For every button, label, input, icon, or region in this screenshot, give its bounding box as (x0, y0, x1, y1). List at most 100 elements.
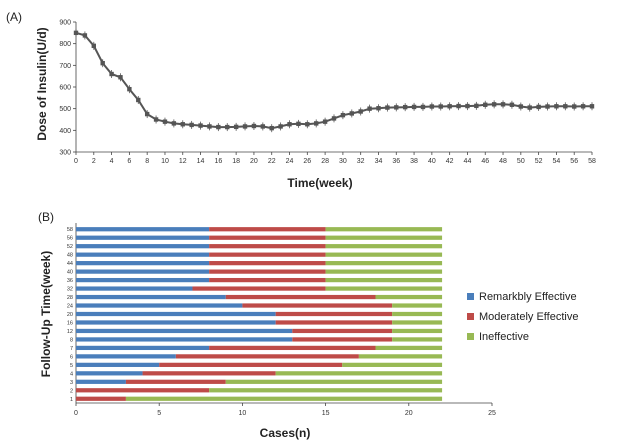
panel-b-bar-segment (358, 354, 443, 359)
panel-b-bar-segment (76, 379, 126, 384)
panel-b-label: (B) (38, 210, 54, 224)
panel-b-y-tick-label: 1 (70, 397, 73, 403)
panel-a-data-point (216, 124, 221, 130)
panel-a-data-point (189, 122, 194, 128)
panel-a-data-point (162, 119, 168, 124)
panel-a-x-tick-label: 56 (570, 158, 578, 165)
panel-a-data-point (73, 30, 79, 36)
panel-b-bar-segment (76, 227, 210, 232)
panel-b-bar-segment (209, 244, 326, 249)
panel-a-data-point (465, 103, 470, 109)
panel-b-legend-swatch (467, 313, 474, 320)
panel-a-x-tick-label: 34 (375, 158, 383, 165)
panel-b-bar-segment (209, 261, 326, 266)
panel-b-bar-segment (76, 371, 143, 376)
panel-a-data-point (100, 60, 105, 66)
panel-a-data-point (314, 121, 319, 126)
panel-a-data-point (136, 97, 141, 103)
panel-b-bar-segment (76, 396, 126, 401)
panel-a-data-point (153, 117, 159, 122)
panel-a-data-point (563, 104, 568, 109)
panel-b-legend: Remarkbly Effective Moderately Effective I… (467, 291, 578, 343)
panel-b-y-tick-label: 12 (67, 329, 73, 335)
panel-b-bar-segment (209, 345, 376, 351)
panel-b-y-tick-label: 32 (67, 287, 73, 293)
panel-a-y-tick-label: 800 (59, 41, 71, 48)
panel-b-bar-segment (76, 388, 210, 393)
panel-b-bar-segment (76, 235, 210, 240)
panel-a-x-tick-label: 20 (250, 158, 258, 165)
panel-b-bar-segment (292, 337, 393, 342)
panel-b-bar-segment (325, 269, 443, 274)
panel-b-bar-segment (242, 303, 393, 308)
panel-b-legend-label: Remarkbly Effective (479, 291, 577, 303)
panel-b-y-tick-label: 44 (67, 261, 73, 267)
panel-a-xlabel: Time(week) (287, 176, 352, 190)
panel-b-bar-segment (125, 396, 443, 401)
panel-a-data-point (198, 123, 203, 128)
panel-a-data-point (376, 106, 381, 111)
panel-a-data-point (180, 122, 185, 127)
panel-a-data-point (429, 104, 435, 109)
panel-a-x-tick-label: 54 (553, 158, 561, 165)
panel-a-data-point (518, 104, 524, 109)
panel-a-data-point (296, 121, 301, 127)
panel-b-legend-swatch (467, 293, 474, 300)
panel-b-y-tick-label: 4 (70, 371, 73, 377)
panel-b-bar-segment (392, 337, 443, 342)
panel-a-x-tick-label: 36 (392, 158, 400, 165)
panel-b-bar-segment (76, 294, 226, 300)
panel-a-x-tick-label: 58 (588, 158, 596, 165)
panel-b-bar-segment (209, 269, 326, 274)
panel-b-bar-segment (76, 303, 243, 308)
panel-b-bar-segment (392, 320, 443, 325)
panel-a-x-tick-label: 28 (321, 158, 329, 165)
panel-a-data-point (411, 104, 417, 110)
panel-a-x-tick-label: 4 (110, 158, 114, 165)
panel-a-data-point (580, 104, 586, 109)
panel-a-data-point (118, 75, 123, 80)
panel-a-y-tick-label: 400 (59, 128, 71, 135)
panel-b-bar-segment (76, 269, 210, 274)
panel-a-x-tick-label: 14 (197, 158, 205, 165)
panel-a-x-tick-label: 0 (74, 158, 78, 165)
panel-b-legend-label: Moderately Effective (479, 311, 578, 323)
panel-a-x-tick-label: 42 (446, 158, 454, 165)
panel-b-bar-segment (392, 311, 443, 317)
panel-b-bar-segment (375, 294, 443, 300)
panel-a-data-point (144, 111, 150, 117)
panel-a-series-line (75, 31, 592, 130)
panel-b-y-tick-label: 3 (70, 380, 73, 386)
panel-a-data-point (491, 102, 497, 107)
panel-a-y-tick-label: 700 (59, 63, 71, 70)
panel-b-bar-segment (209, 235, 326, 240)
panel-b-bar-segment (325, 277, 443, 283)
panel-b-y-tick-label: 36 (67, 278, 73, 284)
panel-a-data-point (545, 104, 550, 109)
panel-a-data-point (171, 121, 177, 126)
panel-b-bar-segment (76, 354, 176, 359)
panel-b-bar-segment (76, 345, 210, 351)
panel-a-label: (A) (6, 10, 22, 24)
panel-b-bar-segment (342, 362, 443, 367)
panel-b-plot: 0 5 10 15 20 25123456781216202428323640444852… (67, 223, 496, 417)
panel-a-x-tick-label: 6 (127, 158, 131, 165)
panel-a-data-point (82, 33, 88, 38)
panel-a-x-tick-label: 46 (481, 158, 489, 165)
panel-b-bar-segment (76, 244, 210, 249)
panel-a-data-point (572, 104, 577, 109)
panel-b-bar-segment (325, 235, 443, 240)
panel-a-x-tick-label: 22 (268, 158, 276, 165)
panel-a-data-point (385, 105, 390, 110)
panel-b-bar-segment (76, 328, 293, 334)
panel-a-x-tick-label: 32 (357, 158, 365, 165)
panel-a-x-tick-label: 26 (303, 158, 311, 165)
panel-b-legend-swatch (467, 333, 474, 340)
panel-b-bar-segment (76, 277, 210, 283)
panel-b-bar-segment (325, 286, 443, 291)
panel-a-x-tick-label: 44 (464, 158, 472, 165)
panel-a-data-point (269, 125, 274, 131)
panel-b-bar-segment (325, 252, 443, 257)
panel-b-bar-segment (275, 320, 393, 325)
